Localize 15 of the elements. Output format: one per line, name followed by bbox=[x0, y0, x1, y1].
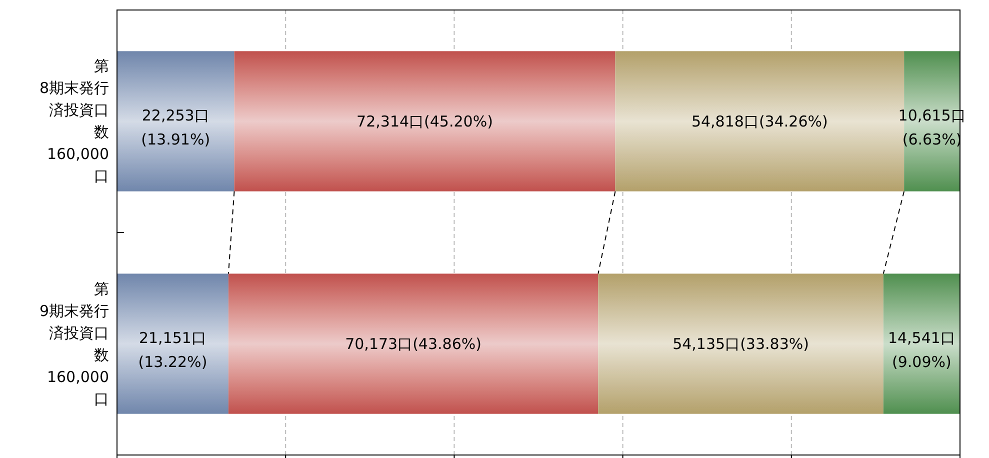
bar bbox=[883, 274, 960, 414]
y-tick-label: 第8期末発行済投資口数160,000口 bbox=[38, 56, 109, 188]
bar bbox=[234, 51, 616, 192]
bar bbox=[117, 274, 228, 414]
data-label: 54,818口(34.26%) bbox=[691, 112, 828, 130]
bar bbox=[228, 274, 598, 414]
data-label: 70,173口(43.86%) bbox=[345, 334, 482, 353]
y-tick-label: 第9期末発行済投資口数160,000口 bbox=[38, 278, 109, 410]
data-label: 21,151口(13.22%) bbox=[138, 328, 208, 371]
data-label: 14,541口(9.09%) bbox=[888, 328, 956, 371]
data-label: 22,253口(13.91%) bbox=[141, 106, 210, 148]
bar bbox=[117, 51, 234, 192]
bar bbox=[598, 274, 884, 414]
data-label: 54,135口(33.83%) bbox=[672, 334, 809, 353]
data-label: 72,314口(45.20%) bbox=[356, 112, 493, 130]
